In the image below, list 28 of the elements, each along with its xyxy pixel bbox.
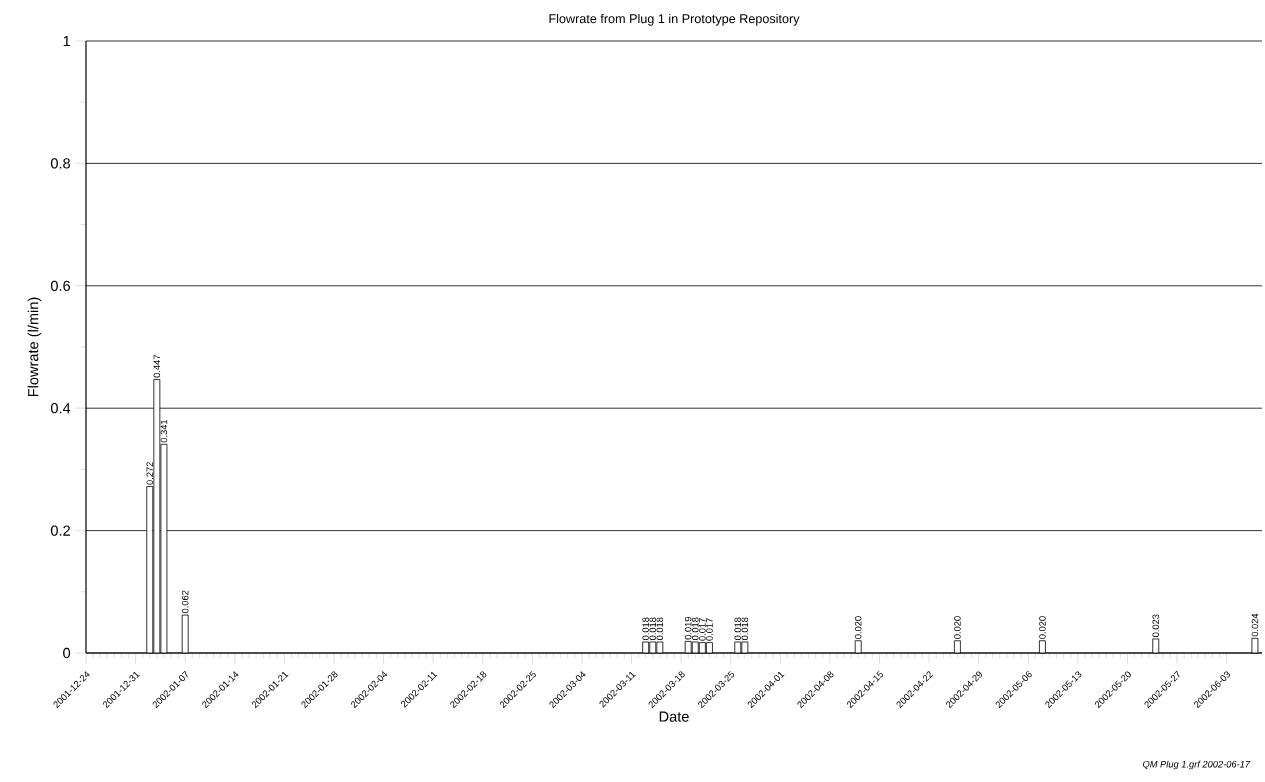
data-label: 0.023 (1152, 614, 1160, 637)
chart-title: Flowrate from Plug 1 in Prototype Repository (549, 13, 800, 26)
y-tick-label: 0.6 (50, 280, 71, 291)
data-label: 0.017 (699, 618, 706, 641)
y-tick-label: 0 (63, 647, 71, 659)
data-label: 0.018 (642, 617, 649, 641)
y-tick-label: 0.8 (50, 158, 71, 169)
data-label: 0.447 (153, 355, 161, 378)
data-label: 0.018 (691, 617, 699, 641)
data-label: 0.018 (741, 617, 749, 641)
data-label: 0.018 (734, 617, 742, 641)
text: QM Plug 1.grf 2002-06-17 (1142, 760, 1251, 770)
x-axis-title: Date (659, 711, 689, 722)
y-tick-label: 0.4 (50, 403, 71, 414)
y-tick-label: 0.2 (50, 525, 70, 536)
data-label: 0.020 (1039, 616, 1046, 639)
data-label: 0.018 (656, 617, 664, 641)
data-label: 0.062 (181, 590, 189, 614)
data-label: 0.018 (649, 617, 657, 641)
data-label: 0.017 (706, 618, 713, 641)
y-tick-label: 1 (63, 35, 70, 47)
data-label: 0.020 (954, 616, 961, 639)
data-label: 0.019 (684, 616, 692, 640)
data-label: 0.024 (1251, 613, 1259, 637)
data-label: 0.341 (160, 419, 168, 443)
data-label: 0.272 (146, 462, 154, 485)
data-label: 0.020 (854, 616, 862, 639)
y-axis-title: Flowrate (l/min) (27, 297, 42, 397)
